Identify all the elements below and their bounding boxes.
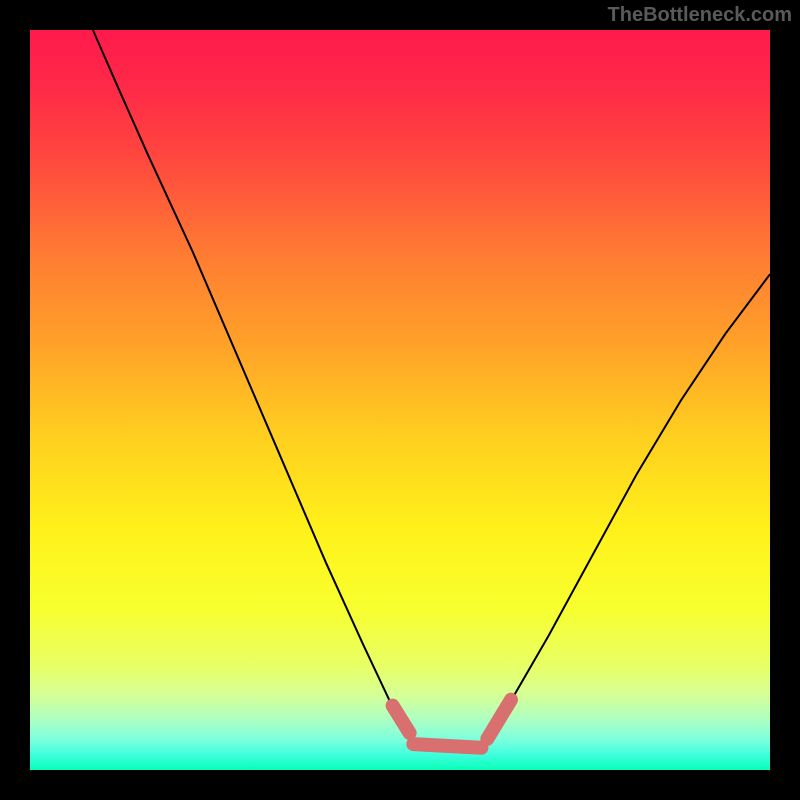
- watermark-text: TheBottleneck.com: [608, 4, 792, 27]
- bottleneck-chart: [0, 0, 800, 800]
- highlight-segment: [413, 744, 481, 748]
- chart-container: TheBottleneck.com: [0, 0, 800, 800]
